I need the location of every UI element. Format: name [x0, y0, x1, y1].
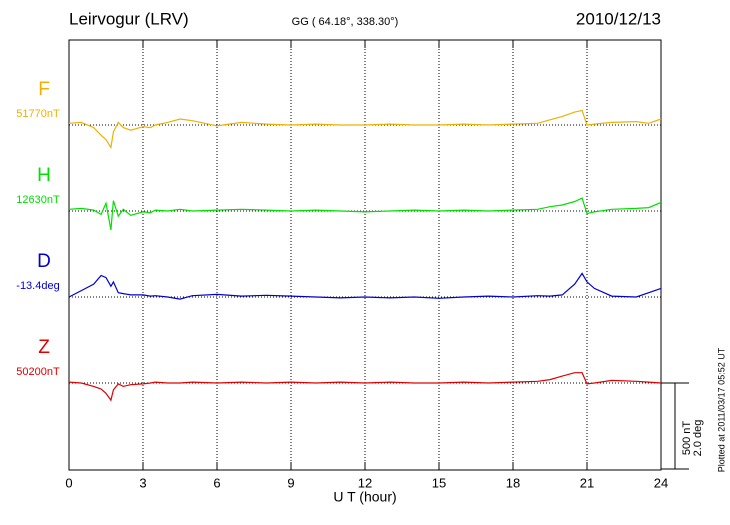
series-name: D	[37, 251, 51, 272]
x-tick-label: 3	[139, 475, 146, 490]
x-tick-label: 18	[506, 475, 520, 490]
subtitle: GG ( 64.18°, 338.30°)	[292, 16, 399, 28]
trace	[68, 272, 662, 300]
x-tick-label: 12	[358, 475, 372, 490]
series-name: Z	[38, 337, 50, 358]
trace	[68, 109, 662, 150]
x-axis-label: U T (hour)	[333, 489, 396, 505]
plot-note: Plotted at 2011/03/17 05:52 UT	[716, 347, 726, 472]
series-baseline: 51770nT	[16, 108, 60, 120]
trace	[68, 372, 662, 402]
date: 2010/12/13	[576, 9, 661, 28]
scale-bar-label: 2.0 deg	[692, 420, 704, 457]
series-baseline: -13.4deg	[16, 280, 59, 292]
plot-frame	[68, 39, 662, 471]
x-tick-label: 21	[580, 475, 594, 490]
series-name: H	[37, 165, 51, 186]
series-baseline: 50200nT	[16, 366, 60, 378]
scale-bar-label: 500 nT	[681, 421, 693, 456]
trace	[68, 197, 662, 231]
x-tick-label: 24	[654, 475, 668, 490]
chart-title: Leirvogur (LRV)	[69, 9, 189, 28]
x-tick-label: 9	[287, 475, 294, 490]
x-tick-label: 6	[213, 475, 220, 490]
series-name: F	[38, 79, 50, 100]
x-tick-label: 15	[432, 475, 446, 490]
x-tick-label: 0	[65, 475, 72, 490]
series-baseline: 12630nT	[16, 194, 60, 206]
